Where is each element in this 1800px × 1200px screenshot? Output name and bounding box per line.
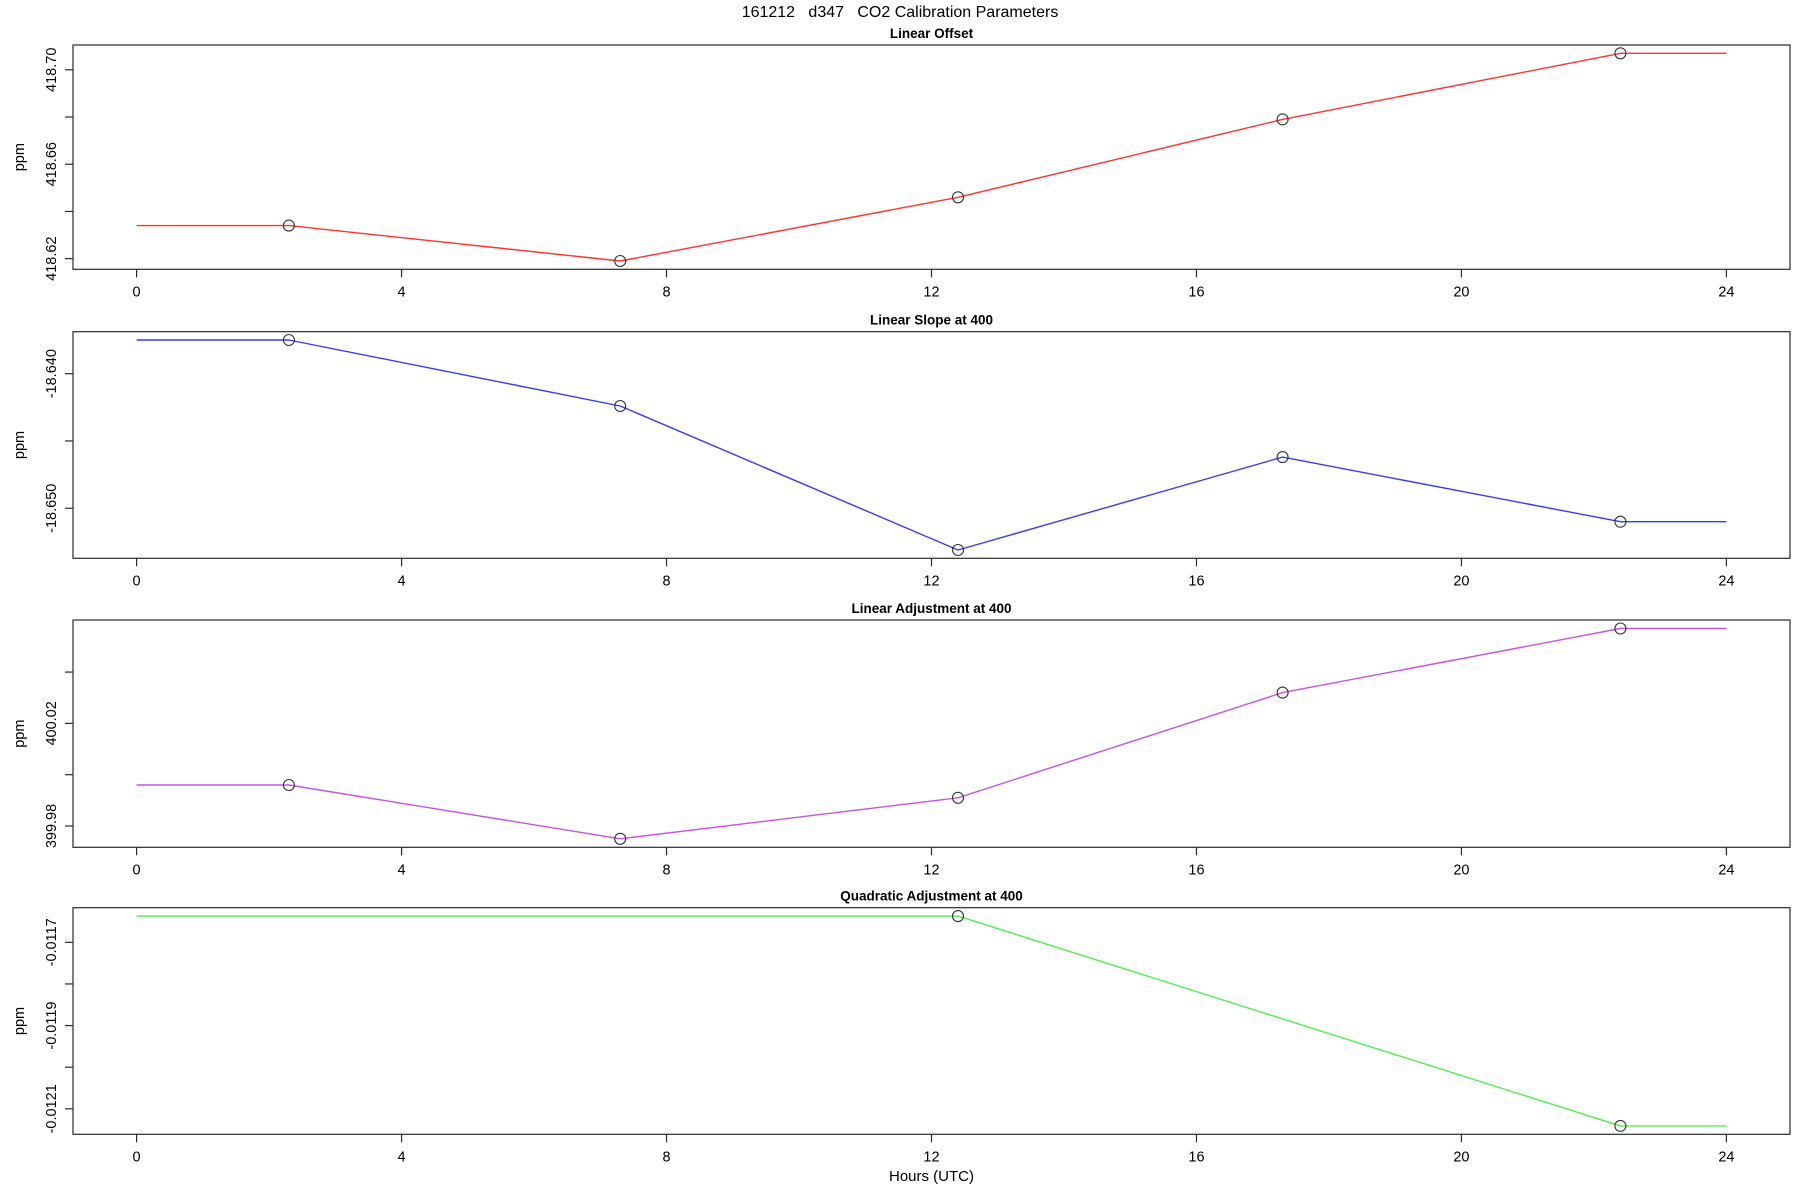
x-tick-label: 0 (133, 862, 141, 878)
x-tick-label: 4 (398, 862, 406, 878)
x-tick-label: 24 (1718, 862, 1734, 878)
data-point-marker (1614, 47, 1627, 60)
x-tick-label: 0 (133, 284, 141, 300)
x-tick-label: 16 (1188, 862, 1204, 878)
x-tick-label: 8 (662, 1149, 670, 1165)
series-line (136, 915, 1727, 1127)
x-tick-label: 8 (662, 284, 670, 300)
data-point-marker (951, 543, 965, 557)
plot-border (72, 331, 1791, 559)
y-tick-label: -0.0119 (44, 1002, 60, 1050)
x-tick-label: 12 (923, 862, 939, 878)
x-tick-label: 24 (1718, 573, 1734, 589)
panel-linear-adjustment-at-400: Linear Adjustment at 400 ppm 399.98 400.02 0… (12, 601, 1791, 878)
page-title: 161212 d347 CO2 Calibration Parameters (741, 4, 1059, 21)
x-tick-label: 12 (923, 1149, 939, 1165)
data-point-marker (1614, 515, 1627, 528)
series-line (136, 627, 1727, 840)
x-tick-label: 16 (1188, 573, 1204, 589)
x-tick-label: 0 (133, 573, 141, 589)
x-tick-label: 20 (1453, 1149, 1469, 1165)
x-tick-label: 8 (662, 862, 670, 878)
data-point-marker (1276, 113, 1289, 126)
series-line (136, 339, 1727, 551)
y-tick-label: -18.650 (44, 484, 60, 533)
y-tick-label: 400.02 (44, 701, 60, 745)
x-tick-label: 12 (923, 284, 939, 300)
plot-border (72, 619, 1791, 848)
data-point-marker (1276, 686, 1289, 699)
x-tick-label: 20 (1453, 573, 1469, 589)
x-tick-label: 16 (1188, 1149, 1204, 1165)
y-tick-label: -0.0117 (44, 918, 60, 966)
panel-quadratic-adjustment-at-400: Quadratic Adjustment at 400 ppm -0.0121 -0.… (12, 889, 1791, 1165)
x-tick-label: 4 (398, 573, 406, 589)
x-tick-label: 20 (1453, 284, 1469, 300)
y-tick-label: 418.62 (44, 236, 60, 280)
x-tick-label: 24 (1718, 284, 1734, 300)
y-tick-label: -0.0121 (44, 1084, 60, 1133)
y-tick-label: -18.640 (44, 349, 60, 398)
x-axis-title: Hours (UTC) (889, 1168, 974, 1185)
data-point-marker (614, 399, 627, 413)
data-point-marker (614, 254, 627, 268)
plot-border (72, 907, 1791, 1135)
data-point-marker (614, 832, 627, 845)
data-point-marker (282, 219, 295, 232)
y-tick-label: 399.98 (44, 804, 60, 848)
y-tick-label: 418.70 (44, 48, 60, 92)
data-point-marker (1614, 622, 1627, 635)
panel-title: Linear Offset (890, 26, 974, 41)
x-tick-label: 8 (662, 573, 670, 589)
panel-title: Linear Adjustment at 400 (851, 601, 1011, 616)
y-axis-label: ppm (12, 720, 28, 748)
panel-linear-offset: Linear Offset ppm 418.62 418.66 418.70 0 4 8 12 1… (12, 26, 1791, 300)
data-point-marker (951, 910, 965, 923)
x-tick-label: 4 (398, 1149, 406, 1165)
panel-title: Linear Slope at 400 (870, 313, 993, 328)
panel-title: Quadratic Adjustment at 400 (840, 889, 1023, 904)
x-tick-label: 16 (1188, 284, 1204, 300)
x-tick-label: 0 (133, 1149, 141, 1165)
y-axis-label: ppm (12, 431, 28, 459)
y-tick-label: 418.66 (44, 142, 60, 186)
series-line (136, 52, 1727, 262)
panel-linear-slope-at-400: Linear Slope at 400 ppm -18.650 -18.640 0 4 8 1… (12, 313, 1791, 589)
data-point-marker (1614, 1119, 1627, 1132)
plot-border (72, 44, 1791, 270)
data-point-marker (282, 778, 295, 792)
data-point-marker (1276, 451, 1289, 464)
data-point-marker (951, 791, 965, 804)
data-point-marker (951, 191, 965, 204)
y-axis-label: ppm (12, 143, 28, 171)
x-tick-label: 12 (923, 573, 939, 589)
data-point-marker (282, 333, 295, 347)
y-axis-label: ppm (12, 1007, 28, 1035)
x-tick-label: 24 (1718, 1149, 1734, 1165)
x-tick-label: 4 (398, 284, 406, 300)
x-tick-label: 20 (1453, 862, 1469, 878)
